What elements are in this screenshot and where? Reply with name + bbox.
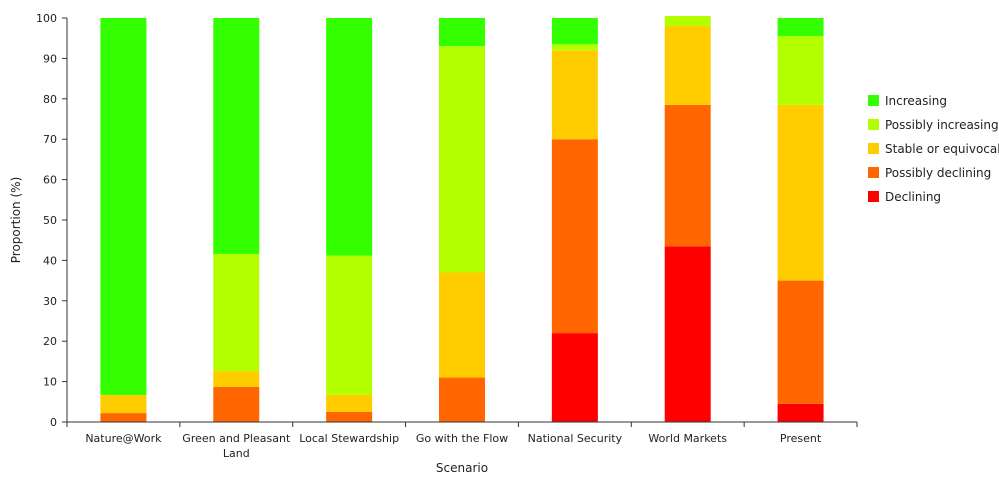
legend-swatch-declining <box>868 191 879 202</box>
y-tick-label: 20 <box>43 335 57 348</box>
bar-segment-declining <box>664 246 711 422</box>
bar-segment-increasing <box>326 18 373 256</box>
y-tick-label: 40 <box>43 254 57 267</box>
bar-segment-increasing <box>439 18 485 47</box>
x-axis: Nature@Work Green and Pleasant Land Local S… <box>66 421 858 460</box>
y-tick-label: 70 <box>43 133 57 146</box>
y-tick-label: 90 <box>43 52 57 65</box>
y-tick-label: 30 <box>43 295 57 308</box>
bar-segment-stable-or-equivocal <box>777 104 824 281</box>
legend-swatch-stable-or-equivocal <box>868 143 879 154</box>
legend: Increasing Possibly increasing Stable or e… <box>868 94 999 204</box>
legend-label-stable-or-equivocal: Stable or equivocal <box>885 142 999 156</box>
bar-segment-increasing <box>777 18 824 37</box>
category-label: Go with the Flow <box>416 432 508 445</box>
bar-segment-increasing <box>551 18 598 45</box>
bar-segment-stable-or-equivocal <box>213 371 260 387</box>
category-label: National Security <box>528 432 623 445</box>
legend-label-possibly-increasing: Possibly increasing <box>885 118 999 132</box>
bar-segment-possibly-increasing <box>439 46 485 273</box>
y-tick-label: 50 <box>43 214 57 227</box>
legend-label-possibly-declining: Possibly declining <box>885 166 991 180</box>
legend-label-declining: Declining <box>885 190 941 204</box>
bar-segment-possibly-declining <box>100 413 147 422</box>
bar-segment-stable-or-equivocal <box>100 394 147 414</box>
bar-segment-increasing <box>100 18 147 395</box>
bar-segment-possibly-declining <box>664 104 711 247</box>
category-label: Local Stewardship <box>299 432 399 445</box>
bars-group <box>100 15 824 422</box>
bar-segment-stable-or-equivocal <box>439 272 485 378</box>
category-label: Nature@Work <box>85 432 162 445</box>
bar-segment-possibly-declining <box>326 411 373 422</box>
bar-segment-stable-or-equivocal <box>551 50 598 140</box>
x-axis-title: Scenario <box>436 461 488 475</box>
bar-segment-possibly-increasing <box>326 255 373 395</box>
bar-segment-declining <box>777 403 824 422</box>
y-tick-label: 0 <box>50 416 57 429</box>
legend-swatch-possibly-increasing <box>868 119 879 130</box>
y-axis: 0 10 20 30 40 50 60 70 80 90 100 <box>36 12 68 429</box>
bar-segment-possibly-declining <box>551 139 598 334</box>
category-label: Green and Pleasant Land <box>182 432 291 460</box>
y-axis-title: Proportion (%) <box>9 177 23 264</box>
y-tick-label: 80 <box>43 93 57 106</box>
bar-segment-stable-or-equivocal <box>664 26 711 105</box>
y-tick-label: 100 <box>36 12 57 25</box>
bar-segment-possibly-increasing <box>664 15 711 27</box>
bar-segment-increasing <box>213 18 260 254</box>
bar-segment-possibly-declining <box>777 280 824 404</box>
bar-segment-possibly-increasing <box>551 44 598 51</box>
bar-segment-possibly-declining <box>439 377 485 422</box>
legend-label-increasing: Increasing <box>885 94 947 108</box>
category-label: Present <box>780 432 822 445</box>
legend-swatch-increasing <box>868 95 879 106</box>
bar-segment-stable-or-equivocal <box>326 394 373 412</box>
legend-swatch-possibly-declining <box>868 167 879 178</box>
bar-segment-possibly-declining <box>213 386 260 422</box>
bar-segment-possibly-increasing <box>777 36 824 105</box>
y-tick-label: 10 <box>43 376 57 389</box>
category-label: World Markets <box>648 432 727 445</box>
bar-segment-declining <box>551 333 598 422</box>
y-tick-label: 60 <box>43 174 57 187</box>
bar-segment-possibly-increasing <box>213 253 260 372</box>
